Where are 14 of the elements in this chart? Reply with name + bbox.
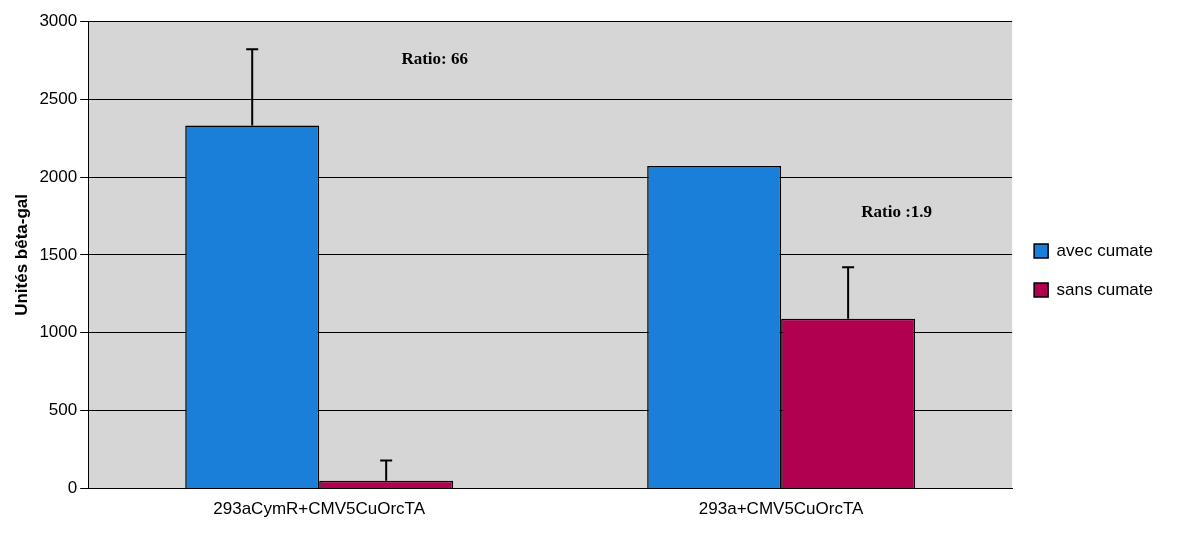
y-tick-label: 3000 xyxy=(39,10,78,30)
y-tick-label: 2500 xyxy=(39,88,78,108)
x-tick-label: 293a+CMV5CuOrcTA xyxy=(698,499,865,519)
y-tick-label: 2000 xyxy=(39,166,78,186)
annotation: Ratio :1.9 xyxy=(861,202,933,222)
y-tick-label: 0 xyxy=(67,478,78,498)
y-tick-label: 1500 xyxy=(39,244,78,264)
y-tick-label: 500 xyxy=(48,400,78,420)
annotation: Ratio: 66 xyxy=(401,48,468,68)
y-tick-label: 1000 xyxy=(39,322,78,342)
legend-label: avec cumate xyxy=(1056,240,1154,260)
x-tick-label: 293aCymR+CMV5CuOrcTA xyxy=(213,499,426,519)
y-axis-title: Unités bêta-gal xyxy=(11,193,31,316)
legend-label: sans cumate xyxy=(1056,279,1154,299)
